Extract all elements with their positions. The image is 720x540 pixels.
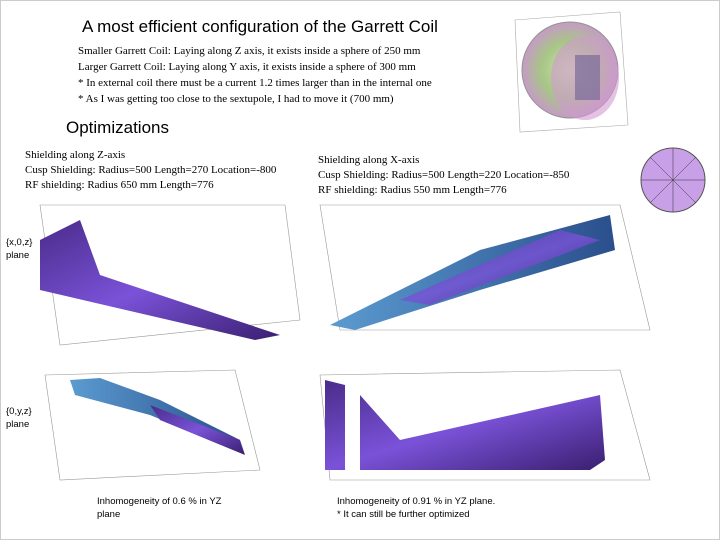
intro-line: * As I was getting too close to the sext… — [78, 93, 394, 105]
right-note: Inhomogeneity of 0.91 % in YZ plane. — [337, 496, 496, 507]
plot-top-right — [319, 204, 651, 331]
left-line: Cusp Shielding: Radius=500 Length=270 Lo… — [25, 164, 277, 176]
intro-line: Larger Garrett Coil: Laying along Y axis… — [78, 61, 416, 73]
plane-label: {x,0,z} plane — [6, 237, 33, 261]
sphere-figure — [514, 11, 629, 133]
plot-bottom-right — [319, 369, 651, 481]
right-line: Shielding along X-axis — [318, 154, 420, 166]
intro-line: * In external coil there must be a curre… — [78, 77, 432, 89]
title: A most efficient configuration of the Ga… — [82, 17, 438, 36]
plot-bottom-left — [44, 369, 261, 481]
left-line: Shielding along Z-axis — [25, 149, 126, 161]
intro-line: Smaller Garrett Coil: Laying along Z axi… — [78, 45, 421, 57]
plane-label: {0,y,z} plane — [6, 406, 32, 430]
plot-top-left — [39, 204, 301, 346]
right-line: RF shielding: Radius 550 mm Length=776 — [318, 184, 507, 196]
right-line: Cusp Shielding: Radius=500 Length=220 Lo… — [318, 169, 570, 181]
right-note: * It can still be further optimized — [337, 509, 470, 520]
circle-figure — [640, 147, 706, 213]
section-title: Optimizations — [66, 118, 169, 137]
left-line: RF shielding: Radius 650 mm Length=776 — [25, 179, 214, 191]
left-note: Inhomogeneity of 0.6 % in YZ plane — [97, 496, 222, 520]
